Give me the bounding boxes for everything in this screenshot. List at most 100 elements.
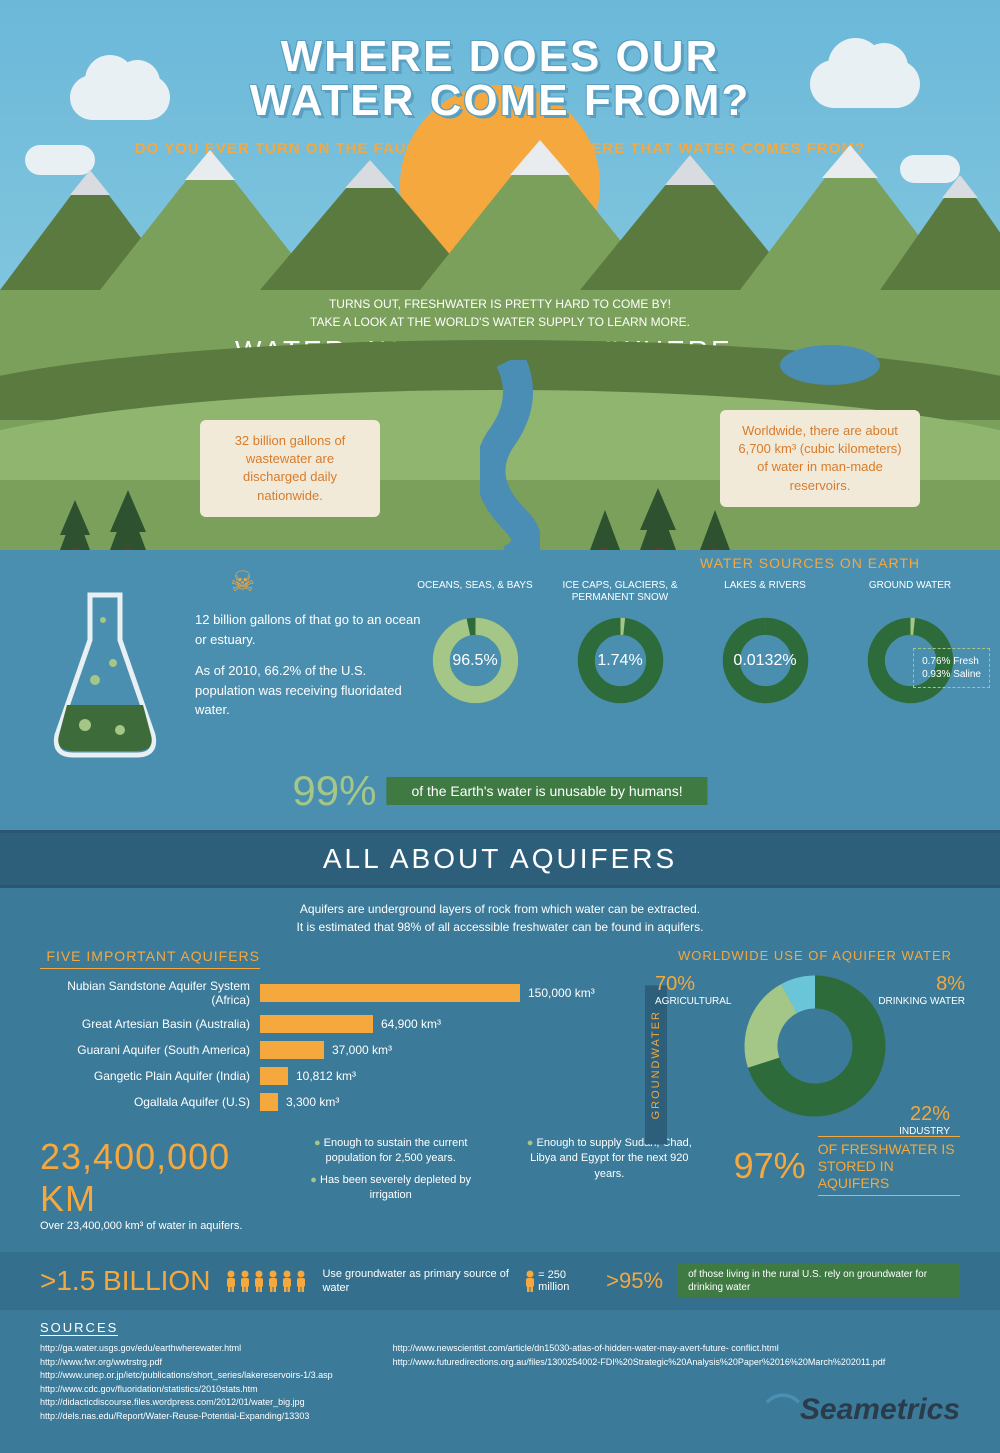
use-donut	[740, 971, 890, 1121]
sustain-row: 23,400,000 KM Over 23,400,000 km³ of wat…	[0, 1121, 1000, 1232]
aquifers-section: ALL ABOUT AQUIFERS Aquifers are undergro…	[0, 830, 1000, 1252]
pct: 8%	[878, 973, 965, 996]
aquifers-body: FIVE IMPORTANT AQUIFERS Nubian Sandstone…	[0, 948, 1000, 1121]
big-stat-sub: Over 23,400,000 km³ of water in aquifers…	[40, 1220, 266, 1232]
aquifers-desc: Aquifers are underground layers of rock …	[0, 888, 1000, 948]
desc-line: Aquifers are underground layers of rock …	[300, 902, 700, 916]
lbl: INDUSTRY	[899, 1126, 950, 1137]
use-label-industry: 22% INDUSTRY	[899, 1103, 950, 1137]
use-title: WORLDWIDE USE OF AQUIFER WATER	[670, 948, 960, 963]
pct: 70%	[655, 973, 732, 996]
billion-95-text: of those living in the rural U.S. rely o…	[678, 1264, 960, 1298]
callout-wastewater: 32 billion gallons of wastewater are dis…	[200, 420, 380, 517]
legend-saline: 0.93% Saline	[922, 669, 981, 680]
lbl: AGRICULTURAL	[655, 996, 732, 1007]
title-line: WHERE DOES OUR	[281, 32, 720, 81]
bar-label: Great Artesian Basin (Australia)	[40, 1017, 260, 1031]
donut-item: GROUND WATER	[850, 580, 970, 708]
sources-col: http://ga.water.usgs.gov/edu/earthwherew…	[40, 1342, 333, 1423]
callout-reservoirs: Worldwide, there are about 6,700 km³ (cu…	[720, 410, 920, 507]
sustain-col: Enough to sustain the current population…	[296, 1136, 485, 1210]
donut-chart: 0.0132%	[718, 613, 813, 708]
t: STORED IN AQUIFERS	[818, 1158, 894, 1191]
person-icon	[253, 1270, 265, 1292]
big-stat: 23,400,000 KM	[40, 1136, 266, 1220]
person-icon	[524, 1270, 534, 1292]
water-data-section: ☠ 12 billion gallons of that go to an oc…	[0, 550, 1000, 830]
billion-95: >95%	[606, 1268, 663, 1294]
person-legend: = 250 million	[524, 1269, 591, 1293]
legend-text: = 250 million	[538, 1269, 591, 1293]
desc-line: It is estimated that 98% of all accessib…	[297, 920, 704, 934]
donut-label: LAKES & RIVERS	[705, 580, 825, 608]
bar-label: Nubian Sandstone Aquifer System (Africa)	[40, 979, 260, 1007]
lbl: DRINKING WATER	[878, 996, 965, 1007]
bar-row: Guarani Aquifer (South America) 37,000 k…	[40, 1041, 630, 1059]
people-icons	[225, 1270, 307, 1292]
title-line: WATER COME FROM?	[250, 76, 750, 125]
person-icon	[281, 1270, 293, 1292]
bar-row: Ogallala Aquifer (U.S) 3,300 km³	[40, 1093, 630, 1111]
bar-label: Gangetic Plain Aquifer (India)	[40, 1069, 260, 1083]
donut-label: OCEANS, SEAS, & BAYS	[415, 580, 535, 608]
bar-label: Guarani Aquifer (South America)	[40, 1043, 260, 1057]
source-link: http://www.newscientist.com/article/dn15…	[393, 1342, 886, 1356]
donut-item: ICE CAPS, GLACIERS, & PERMANENT SNOW 1.7…	[560, 580, 680, 708]
stat-99-text: of the Earth's water is unusable by huma…	[386, 777, 707, 805]
donut-chart: 96.5%	[428, 613, 523, 708]
skull-icon: ☠	[230, 565, 255, 598]
source-link: http://ga.water.usgs.gov/edu/earthwherew…	[40, 1342, 333, 1356]
sustain-text: Enough to supply Sudan, Chad, Libya and …	[515, 1136, 704, 1182]
use-label-drinking: 8% DRINKING WATER	[878, 973, 965, 1007]
five-title: FIVE IMPORTANT AQUIFERS	[40, 948, 260, 969]
donut-label: ICE CAPS, GLACIERS, & PERMANENT SNOW	[560, 580, 680, 608]
intro-text: TURNS OUT, FRESHWATER IS PRETTY HARD TO …	[0, 295, 1000, 331]
bar-label: Ogallala Aquifer (U.S)	[40, 1095, 260, 1109]
stat-99-num: 99%	[292, 767, 376, 815]
billion-text: Use groundwater as primary source of wat…	[322, 1267, 508, 1296]
source-link: http://www.cdc.gov/fluoridation/statisti…	[40, 1383, 333, 1397]
source-link: http://dels.nas.edu/Report/Water-Reuse-P…	[40, 1410, 333, 1424]
bar-value: 3,300 km³	[286, 1095, 339, 1109]
bar-row: Nubian Sandstone Aquifer System (Africa)…	[40, 979, 630, 1007]
aquifers-right: WORLDWIDE USE OF AQUIFER WATER 70% AGRIC…	[670, 948, 960, 1121]
sources-title: WATER SOURCES ON EARTH	[700, 555, 920, 571]
aquifers-title: ALL ABOUT AQUIFERS	[0, 843, 1000, 875]
person-icon	[267, 1270, 279, 1292]
donut-row: OCEANS, SEAS, & BAYS 96.5% ICE CAPS, GLA…	[415, 580, 970, 708]
bar-value: 37,000 km³	[332, 1043, 392, 1057]
bar-value: 150,000 km³	[528, 986, 595, 1000]
fact-text: 12 billion gallons of that go to an ocea…	[195, 610, 425, 649]
stat-97-text: OF FRESHWATER IS STORED IN AQUIFERS	[818, 1136, 960, 1196]
person-icon	[225, 1270, 237, 1292]
sustain-col: Enough to supply Sudan, Chad, Libya and …	[515, 1136, 704, 1188]
mountains-icon	[0, 140, 1000, 290]
flask-icon	[45, 585, 165, 765]
stat-97: 97% OF FRESHWATER IS STORED IN AQUIFERS	[734, 1136, 960, 1196]
donut-item: OCEANS, SEAS, & BAYS 96.5%	[415, 580, 535, 708]
logo-text: Seametrics	[800, 1393, 960, 1426]
infographic-root: WHERE DOES OUR WATER COME FROM? DO YOU E…	[0, 0, 1000, 1453]
ground-legend: 0.76% Fresh 0.93% Saline	[913, 648, 990, 688]
stat-99: 99% of the Earth's water is unusable by …	[292, 767, 707, 815]
source-link: http://www.fwr.org/wwtrstrg.pdf	[40, 1356, 333, 1370]
sustain-text: Has been severely depleted by irrigation	[296, 1173, 485, 1204]
person-icon	[239, 1270, 251, 1292]
aquifers-title-bar: ALL ABOUT AQUIFERS	[0, 830, 1000, 888]
intro-line: TURNS OUT, FRESHWATER IS PRETTY HARD TO …	[329, 297, 671, 311]
person-icon	[295, 1270, 307, 1292]
legend-fresh: 0.76% Fresh	[922, 656, 981, 667]
sources-heading: SOURCES	[40, 1320, 118, 1336]
hills-section: TURNS OUT, FRESHWATER IS PRETTY HARD TO …	[0, 290, 1000, 550]
sky-section: WHERE DOES OUR WATER COME FROM? DO YOU E…	[0, 0, 1000, 290]
donut-value: 0.0132%	[733, 652, 796, 670]
source-link: http://www.unep.or.jp/ietc/publications/…	[40, 1369, 333, 1383]
bar-row: Gangetic Plain Aquifer (India) 10,812 km…	[40, 1067, 630, 1085]
bar	[260, 1041, 324, 1059]
source-link: http://didacticdiscourse.files.wordpress…	[40, 1396, 333, 1410]
bar-row: Great Artesian Basin (Australia) 64,900 …	[40, 1015, 630, 1033]
bar	[260, 1093, 278, 1111]
billion-num: >1.5 BILLION	[40, 1265, 210, 1297]
sustain-text: Enough to sustain the current population…	[296, 1136, 485, 1167]
stat-97-num: 97%	[734, 1145, 806, 1187]
